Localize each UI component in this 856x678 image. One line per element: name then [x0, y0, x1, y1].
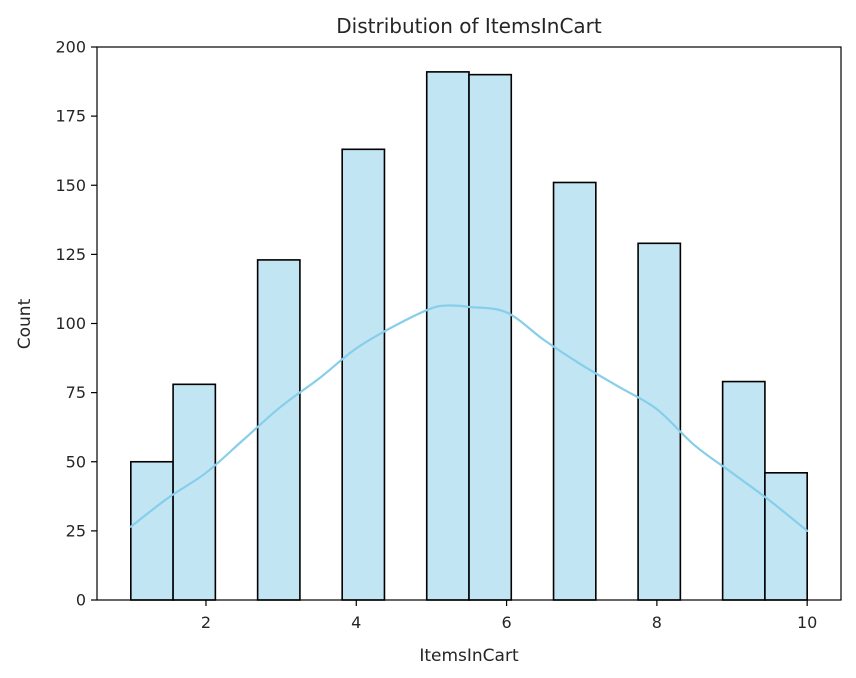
y-tick-label: 125	[55, 245, 86, 264]
y-tick-label: 150	[55, 176, 86, 195]
histogram-bar-6	[468, 73, 513, 601]
bars-group	[130, 71, 808, 601]
histogram-bar-9	[721, 380, 766, 601]
x-tick-label: 4	[351, 613, 361, 632]
y-tick-label: 25	[66, 521, 86, 540]
x-tick-label: 2	[201, 613, 211, 632]
histogram-bar-3	[256, 259, 301, 601]
x-tick-label: 10	[797, 613, 817, 632]
histogram-bar-2	[172, 383, 217, 601]
kde-group	[129, 304, 809, 532]
y-axis-label: Count	[15, 298, 35, 349]
x-axis-label: ItemsInCart	[419, 646, 519, 666]
histogram-bar-4	[341, 148, 386, 601]
y-tick-label: 200	[55, 38, 86, 57]
x-tick-label: 6	[501, 613, 511, 632]
kde-line	[129, 304, 809, 532]
y-tick-label: 100	[55, 314, 86, 333]
y-tick-label: 50	[66, 452, 86, 471]
chart-title: Distribution of ItemsInCart	[336, 14, 602, 38]
histogram-bar-10	[764, 472, 808, 601]
y-tick-label: 75	[66, 383, 86, 402]
x-tick-label: 8	[652, 613, 662, 632]
histogram-bar-8	[637, 242, 682, 601]
y-tick-label: 0	[76, 591, 86, 610]
histogram-bar-5	[425, 71, 470, 601]
y-tick-label: 175	[55, 107, 86, 126]
histogram-bar-1	[130, 460, 174, 601]
histogram-bar-7	[552, 181, 597, 601]
